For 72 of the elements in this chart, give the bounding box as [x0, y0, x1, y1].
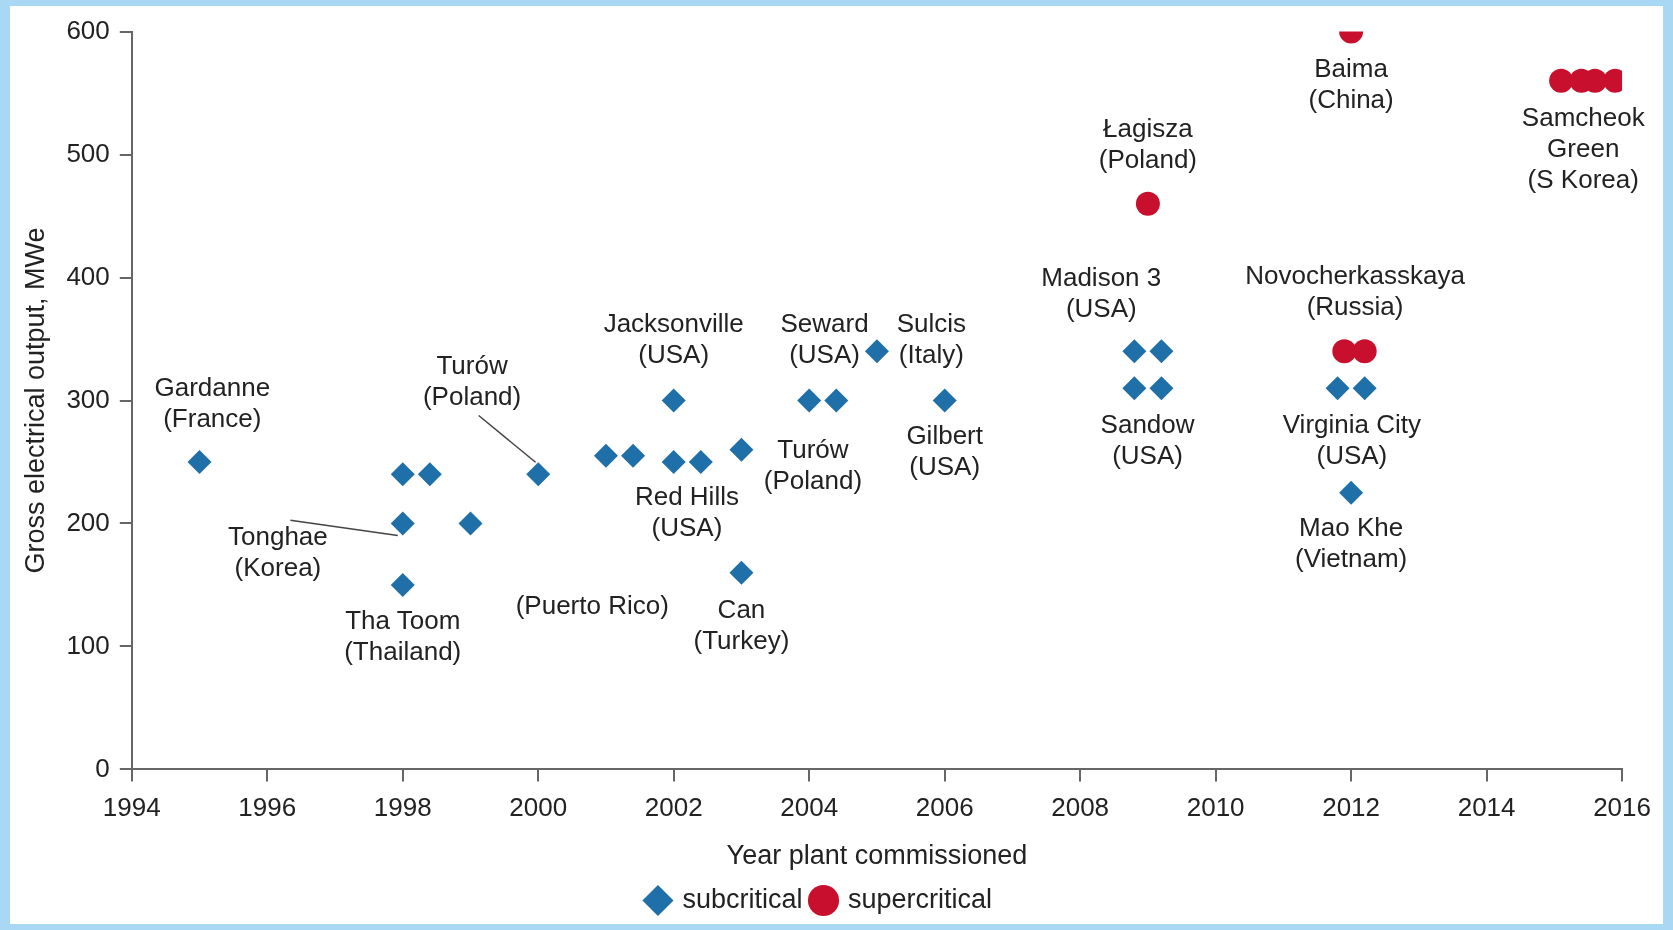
- x-axis-title: Year plant commissioned: [726, 840, 1028, 871]
- point: [458, 511, 483, 536]
- y-tick-label: 100: [66, 629, 110, 660]
- legend-label: subcritical: [682, 883, 803, 914]
- point: [1122, 339, 1147, 364]
- point: [1325, 376, 1350, 401]
- annotation: Novocherkasskaya (Russia): [1245, 260, 1466, 322]
- point: [1122, 376, 1147, 401]
- annotation: Red Hills (USA): [634, 480, 739, 542]
- annotation: Madison 3 (USA): [1041, 262, 1162, 324]
- annotation: Baima (China): [1308, 52, 1394, 114]
- y-tick-label: 300: [66, 383, 110, 414]
- point: [729, 437, 754, 462]
- point: [593, 443, 618, 468]
- y-axis-title: Gross electrical output, MWe: [19, 227, 50, 574]
- x-tick-label: 2006: [915, 792, 974, 823]
- y-tick-label: 0: [95, 752, 110, 783]
- point: [797, 388, 822, 413]
- y-tick-label: 400: [66, 260, 110, 291]
- annotation: Seward (USA): [780, 308, 869, 370]
- x-tick-label: 2004: [780, 792, 839, 823]
- point: [932, 388, 957, 413]
- point: [729, 560, 754, 585]
- annotation: (Puerto Rico): [515, 590, 669, 621]
- x-tick-label: 2014: [1457, 792, 1516, 823]
- point: [1135, 191, 1160, 216]
- annotation: Gardanne (France): [154, 372, 271, 434]
- point: [1352, 376, 1377, 401]
- point: [864, 339, 889, 364]
- point: [390, 511, 415, 536]
- annotation: Łagisza (Poland): [1098, 112, 1198, 174]
- x-tick-label: 2010: [1186, 792, 1245, 823]
- annotation: Sandow (USA): [1100, 409, 1195, 471]
- annotation: Mao Khe (Vietnam): [1295, 511, 1408, 573]
- x-tick-label: 1994: [102, 792, 161, 823]
- x-tick-label: 1998: [373, 792, 432, 823]
- point: [1149, 339, 1174, 364]
- x-tick-label: 2012: [1322, 792, 1381, 823]
- annotation: Virginia City (USA): [1282, 409, 1421, 471]
- point: [417, 462, 442, 487]
- annotation: Gilbert (USA): [906, 420, 984, 482]
- x-tick-label: 1996: [238, 792, 297, 823]
- y-tick-label: 200: [66, 506, 110, 537]
- point: [688, 449, 713, 474]
- point: [824, 388, 849, 413]
- point: [1352, 339, 1377, 364]
- point: [1339, 480, 1364, 505]
- point: [621, 443, 646, 468]
- x-tick-label: 2000: [509, 792, 568, 823]
- x-tick-label: 2008: [1051, 792, 1110, 823]
- point: [390, 572, 415, 597]
- annotation: Turów (Poland): [763, 434, 863, 496]
- point: [661, 449, 686, 474]
- annotation: Sulcis (Italy): [896, 308, 967, 370]
- point: [187, 449, 212, 474]
- point: [1332, 339, 1357, 364]
- x-tick-label: 2016: [1593, 792, 1651, 823]
- annotation: Can (Turkey): [693, 593, 790, 655]
- legend-label: supercritical: [848, 883, 993, 914]
- point: [390, 462, 415, 487]
- annotation: Turów (Poland): [422, 350, 522, 412]
- annotation: Jacksonville (USA): [603, 308, 744, 370]
- y-tick-label: 600: [66, 14, 110, 45]
- point: [1549, 68, 1574, 93]
- x-tick-label: 2002: [644, 792, 703, 823]
- y-tick-label: 500: [66, 137, 110, 168]
- point: [661, 388, 686, 413]
- annotation: Samcheok Green (S Korea): [1521, 102, 1646, 195]
- annotation: Tonghae (Korea): [228, 521, 328, 583]
- point: [526, 462, 551, 487]
- point: [1149, 376, 1174, 401]
- annotation: Tha Toom (Thailand): [344, 604, 462, 666]
